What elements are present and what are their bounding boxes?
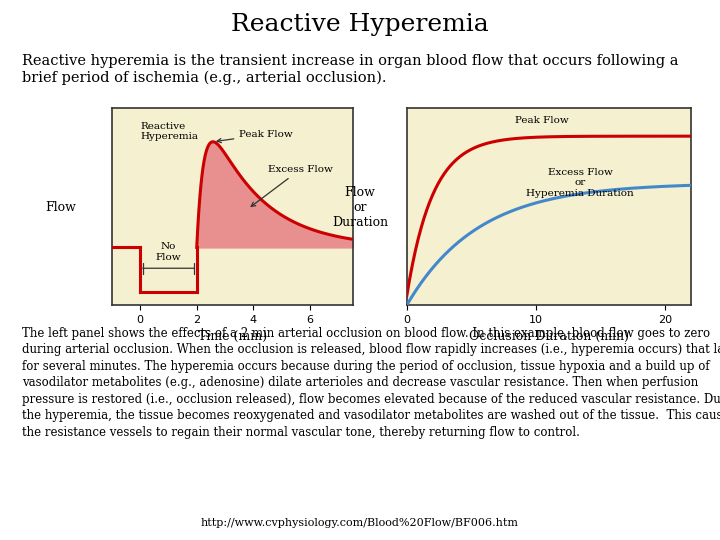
Text: Flow
or
Duration: Flow or Duration [332,186,388,230]
Text: Peak Flow: Peak Flow [217,130,293,143]
Text: No
Flow: No Flow [156,242,181,262]
X-axis label: Occlusion Duration (min): Occlusion Duration (min) [469,330,629,343]
X-axis label: Time (min): Time (min) [197,330,267,343]
Text: Reactive Hyperemia: Reactive Hyperemia [231,14,489,37]
Text: Reactive
Hyperemia: Reactive Hyperemia [140,122,199,141]
Text: Reactive hyperemia is the transient increase in organ blood flow that occurs fol: Reactive hyperemia is the transient incr… [22,54,678,85]
Text: Flow: Flow [46,201,76,214]
Text: Peak Flow: Peak Flow [515,116,569,125]
Text: The left panel shows the effects of a 2 min arterial occlusion on blood flow. In: The left panel shows the effects of a 2 … [22,327,720,438]
Text: http://www.cvphysiology.com/Blood%20Flow/BF006.htm: http://www.cvphysiology.com/Blood%20Flow… [201,518,519,528]
Text: Excess Flow
or
Hyperemia Duration: Excess Flow or Hyperemia Duration [526,168,634,198]
Text: Excess Flow: Excess Flow [251,165,333,206]
